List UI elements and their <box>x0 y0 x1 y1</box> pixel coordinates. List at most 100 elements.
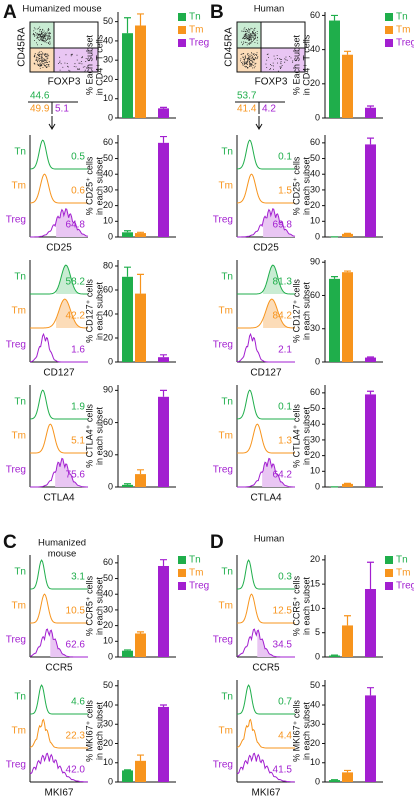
bar <box>342 272 353 362</box>
gate-shade <box>263 265 295 294</box>
y-tick-label: 20 <box>310 200 320 210</box>
y-tick-label: 30 <box>310 323 320 333</box>
bar <box>365 695 376 782</box>
histogram-curve <box>30 423 88 454</box>
legend-label: Tm <box>189 568 203 579</box>
row-label: Tn <box>221 397 233 408</box>
y-tick-label: 20 <box>103 738 113 748</box>
gate-shade <box>257 630 295 657</box>
y-tick-label: 30 <box>310 434 320 444</box>
panel-letter: C <box>3 532 17 553</box>
y-axis-label: % MKI67⁺ cells <box>291 700 301 762</box>
y-tick-label: 50 <box>103 680 113 690</box>
y-tick-label: 40 <box>310 169 320 179</box>
error-bar <box>344 50 351 55</box>
y-tick-label: 10 <box>310 466 320 476</box>
histogram-curve <box>29 752 89 783</box>
bar <box>158 565 169 657</box>
legend-label: Tn <box>396 555 408 566</box>
legend-swatch <box>385 13 393 21</box>
panel-subtitle: Humanized <box>38 538 86 549</box>
error-bar <box>124 17 131 34</box>
y-tick-label: 20 <box>310 450 320 460</box>
y-axis-label: % MKI67⁺ cells <box>84 700 94 762</box>
bar <box>135 233 146 237</box>
row-label: Treg <box>6 635 26 646</box>
y-tick-label: 20 <box>310 78 320 88</box>
row-label: Tn <box>221 567 233 578</box>
bar <box>158 142 169 237</box>
histogram-curve <box>236 173 295 204</box>
bar <box>329 780 340 782</box>
y-tick-label: 60 <box>310 137 320 147</box>
gate-value: 62.6 <box>66 640 86 651</box>
legend-swatch <box>385 39 393 47</box>
y-tick-label: 0 <box>108 231 113 241</box>
y-axis-label: % Each subset <box>291 34 301 95</box>
y-tick-label: 30 <box>103 604 113 614</box>
histogram-curve <box>29 684 88 715</box>
y-tick-label: 40 <box>103 35 113 45</box>
bar <box>135 293 146 362</box>
histogram-curve <box>29 208 89 238</box>
bar <box>342 233 353 237</box>
y-tick-label: 20 <box>103 200 113 210</box>
quadrant-shade <box>54 48 98 72</box>
y-tick-label: 0 <box>315 112 320 122</box>
y-tick-label: 0 <box>108 481 113 491</box>
quadrant-shade <box>237 22 261 48</box>
legend-swatch <box>178 26 186 34</box>
bar <box>329 20 340 119</box>
error-bar <box>137 13 144 26</box>
gate-value: 69.8 <box>273 220 293 231</box>
y-tick-label: 50 <box>103 153 113 163</box>
dot-y-label: CD45RA <box>17 27 28 67</box>
bar <box>122 33 133 119</box>
row-label: Treg <box>213 465 233 476</box>
legend-swatch <box>178 556 186 564</box>
gate-value: 81.3 <box>273 277 293 288</box>
row-label: Tm <box>219 181 233 192</box>
row-label: Tn <box>14 147 26 158</box>
legend-swatch <box>178 39 186 47</box>
bar <box>365 589 376 657</box>
y-tick-label: 20 <box>103 620 113 630</box>
row-label: Treg <box>213 340 233 351</box>
panel-subtitle: Human <box>254 4 285 15</box>
quadrant-shade <box>261 48 305 72</box>
bar <box>122 650 133 657</box>
histogram-curve <box>29 389 88 420</box>
y-tick-label: 0 <box>315 356 320 366</box>
marker-label: MKI67 <box>45 788 74 799</box>
bar <box>342 772 353 782</box>
bar <box>135 633 146 657</box>
row-label: Tn <box>14 692 26 703</box>
marker-label: CD25 <box>253 243 279 254</box>
marker-label: CTLA4 <box>43 493 75 504</box>
y-tick-label: 50 <box>310 403 320 413</box>
histogram-curve <box>29 332 88 363</box>
error-bar <box>367 687 374 696</box>
row-label: Tm <box>12 431 26 442</box>
histogram-curve <box>236 593 295 624</box>
y-tick-label: 40 <box>103 169 113 179</box>
histogram-curve <box>236 684 295 715</box>
gate-value: 10.5 <box>66 606 86 617</box>
error-bar <box>367 390 374 395</box>
gate-value: 0.3 <box>278 572 292 583</box>
error-bar <box>124 483 131 485</box>
y-axis-label: in CD4⁺ T cells <box>94 34 104 95</box>
bar <box>329 655 340 657</box>
gate-value: 64.8 <box>66 220 86 231</box>
legend-label: Tn <box>189 555 201 566</box>
panel-letter: A <box>3 2 17 23</box>
legend-swatch <box>385 26 393 34</box>
quadrant-value: 49.9 <box>30 104 50 115</box>
y-tick-label: 40 <box>310 699 320 709</box>
gate-value: 1.6 <box>71 345 85 356</box>
bar <box>365 107 376 118</box>
error-bar <box>367 356 374 358</box>
gate-value: 0.6 <box>71 186 85 197</box>
y-tick-label: 60 <box>103 417 113 427</box>
error-bar <box>160 559 167 566</box>
